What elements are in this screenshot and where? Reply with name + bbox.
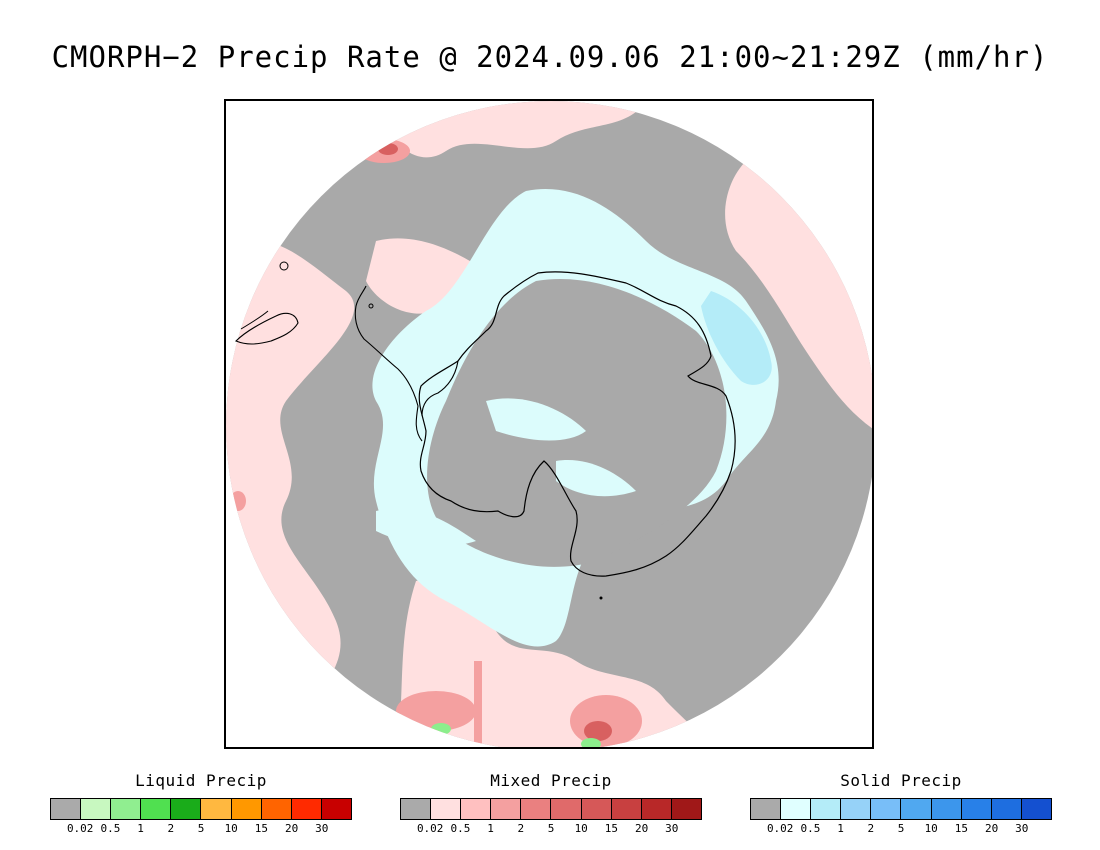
- legend-tick-label: 20: [984, 822, 999, 835]
- legend-swatch: [521, 799, 552, 819]
- antarctica-coastline: [418, 271, 736, 577]
- legend-tick-label: 2: [517, 822, 525, 835]
- legend-swatch: [231, 799, 262, 819]
- legend-tick-label: 2: [867, 822, 875, 835]
- legend-swatch: [111, 799, 142, 819]
- south-america-coastline: [240, 310, 269, 330]
- legend-ticks: 0.02 0.5 1 2 5 10 15 20 30: [750, 820, 1052, 836]
- legend-tick-label: 30: [1015, 822, 1029, 835]
- antarctic-peninsula: [421, 360, 459, 417]
- legend-swatch: [641, 799, 672, 819]
- legend-tick-label: 15: [254, 822, 269, 835]
- legend-swatch: [81, 799, 112, 819]
- legend-swatch: [961, 799, 992, 819]
- legend-title: Solid Precip: [840, 771, 962, 790]
- legend-tick-label: 2: [167, 822, 175, 835]
- legend-swatch: [551, 799, 582, 819]
- legend-mixed-precip: Mixed Precip 0.02 0.5 1 2 5 10 15 20 30: [400, 770, 702, 836]
- legend-swatch: [871, 799, 902, 819]
- island: [599, 596, 603, 600]
- antarctic-peninsula: [354, 285, 423, 442]
- legend-tick-label: 1: [137, 822, 144, 835]
- legend-swatch: [201, 799, 232, 819]
- legend-swatch: [171, 799, 202, 819]
- legend-tick-label: 0.02: [416, 822, 444, 835]
- legend-swatch: [811, 799, 842, 819]
- legend-ticks: 0.02 0.5 1 2 5 10 15 20 30: [50, 820, 352, 836]
- solid-precip-streak: [376, 508, 476, 547]
- legend-swatch: [611, 799, 642, 819]
- legend-colorbar: [50, 798, 352, 820]
- chart-title: CMORPH−2 Precip Rate @ 2024.09.06 21:00~…: [51, 40, 1049, 74]
- solid-precip-core: [701, 291, 772, 385]
- legend-swatch: [51, 799, 82, 819]
- legend-swatch: [671, 799, 701, 819]
- map-svg: [226, 101, 872, 747]
- legend-title: Liquid Precip: [135, 771, 267, 790]
- mixed-precip-core: [396, 691, 476, 731]
- legend-tick-label: 5: [547, 822, 555, 835]
- legend-swatch: [781, 799, 812, 819]
- legend-tick-label: 30: [665, 822, 679, 835]
- legend-swatch: [1021, 799, 1051, 819]
- legend-tick-label: 0.02: [66, 822, 94, 835]
- legend-liquid-precip: Liquid Precip 0.02 0.5 1 2 5 10 15 20 30: [50, 770, 352, 836]
- legend-swatch: [841, 799, 872, 819]
- legend-colorbar: [750, 798, 1052, 820]
- legend-tick-label: 15: [604, 822, 619, 835]
- legend-swatch: [581, 799, 612, 819]
- precip-field: [226, 101, 872, 747]
- legend-swatch: [321, 799, 351, 819]
- legend-tick-label: 5: [897, 822, 905, 835]
- island: [279, 261, 289, 271]
- legend-colorbar: [400, 798, 702, 820]
- legend-tick-label: 0.5: [100, 822, 121, 835]
- liquid-precip-patch: [581, 738, 601, 747]
- legend-ticks: 0.02 0.5 1 2 5 10 15 20 30: [400, 820, 702, 836]
- south-america-coastline: [235, 312, 299, 345]
- legend-swatch: [141, 799, 172, 819]
- solid-precip-streak: [486, 398, 586, 441]
- legend-tick-label: 10: [224, 822, 238, 835]
- legend-tick-label: 0.02: [766, 822, 794, 835]
- legend-swatch: [931, 799, 962, 819]
- solid-precip-streak: [556, 460, 636, 497]
- legend-swatch: [461, 799, 492, 819]
- mixed-precip-core: [584, 721, 612, 741]
- legend-tick-label: 5: [197, 822, 205, 835]
- legend-tick-label: 1: [837, 822, 844, 835]
- legend-swatch: [291, 799, 322, 819]
- legend-tick-label: 0.5: [450, 822, 471, 835]
- map-frame: [224, 99, 874, 749]
- mixed-precip-band: [474, 661, 482, 747]
- mixed-precip-core: [378, 143, 398, 155]
- legend-swatch: [401, 799, 432, 819]
- liquid-precip-patch: [431, 723, 451, 735]
- legend-title: Mixed Precip: [490, 771, 612, 790]
- legend-tick-label: 0.5: [800, 822, 821, 835]
- legend-swatch: [431, 799, 462, 819]
- legend-swatch: [991, 799, 1022, 819]
- legend-swatch: [261, 799, 292, 819]
- legend-swatch: [751, 799, 782, 819]
- legend-solid-precip: Solid Precip 0.02 0.5 1 2 5 10 15 20 30: [750, 770, 1052, 836]
- legend-swatch: [901, 799, 932, 819]
- mixed-precip-core: [230, 491, 246, 511]
- legend-tick-label: 15: [954, 822, 969, 835]
- legend-swatch: [491, 799, 522, 819]
- legend-tick-label: 10: [924, 822, 938, 835]
- legend-tick-label: 20: [284, 822, 299, 835]
- legend-tick-label: 30: [315, 822, 329, 835]
- island: [368, 303, 374, 309]
- legend-tick-label: 10: [574, 822, 588, 835]
- legend-tick-label: 1: [487, 822, 494, 835]
- legend-tick-label: 20: [634, 822, 649, 835]
